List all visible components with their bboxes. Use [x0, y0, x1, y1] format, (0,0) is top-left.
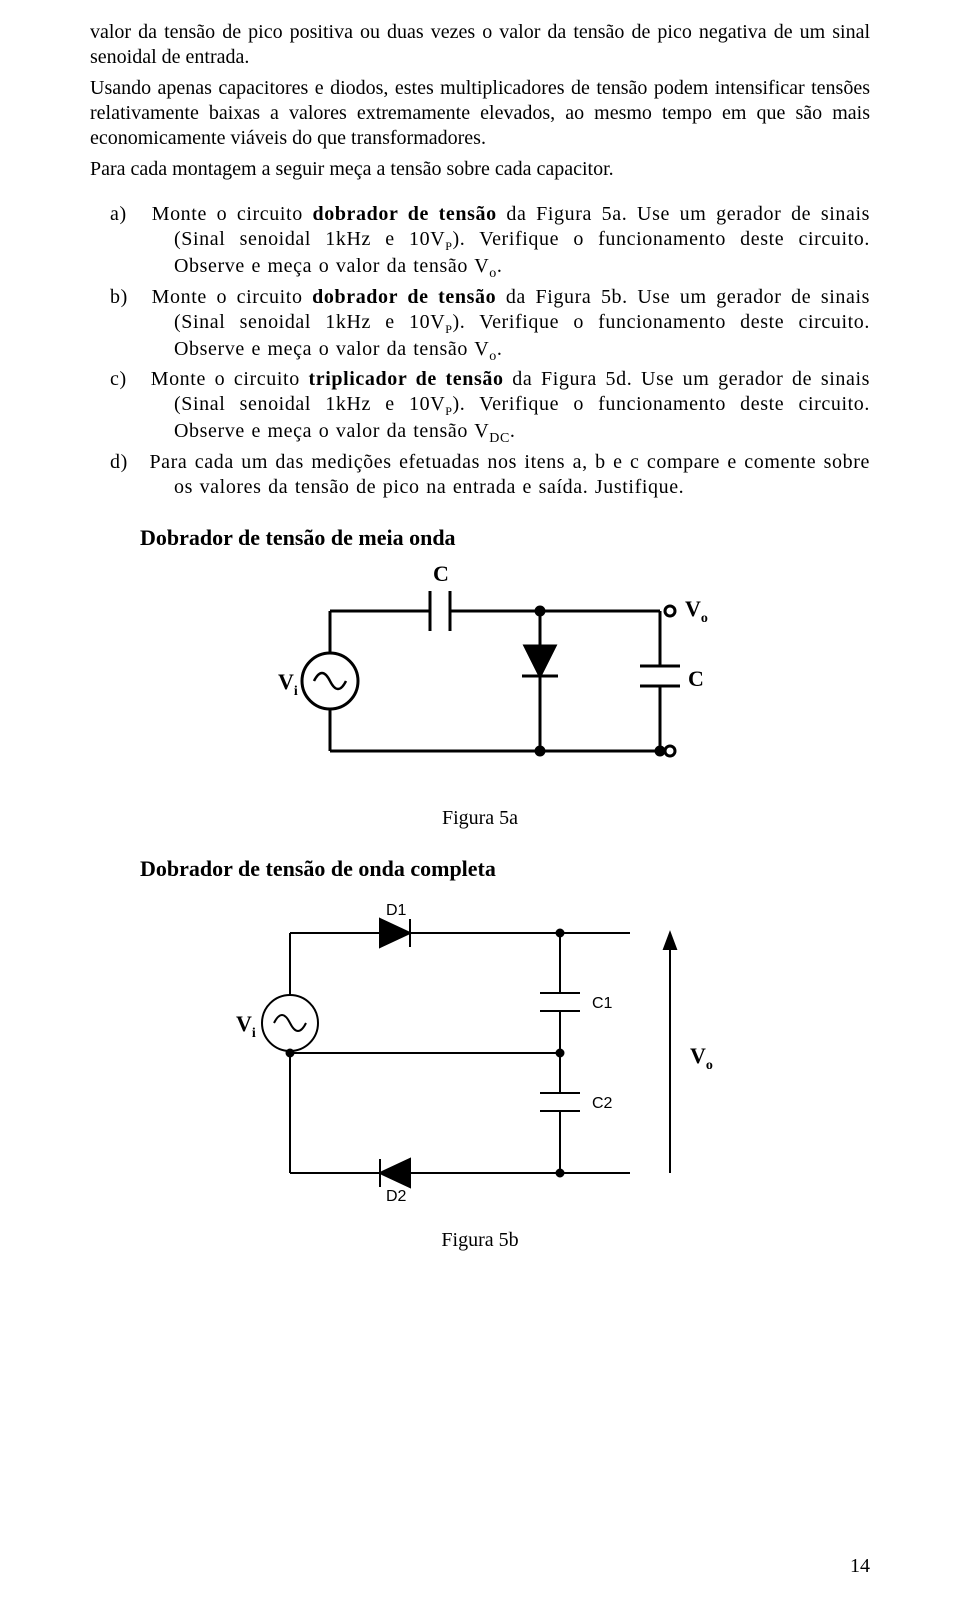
- sub-o-b: o: [489, 349, 497, 364]
- item-d-t1: Para cada um das medições efetuadas nos …: [149, 451, 870, 498]
- fig5b-c2: C2: [592, 1095, 613, 1112]
- fig5b-d2: D2: [386, 1188, 407, 1205]
- figure-5a-caption: Figura 5a: [90, 806, 870, 831]
- list-item-a: a) Monte o circuito dobrador de tensão d…: [90, 202, 870, 283]
- fig5a-vo-label: Vo: [685, 596, 708, 626]
- intro-paragraph-3: Para cada montagem a seguir meça a tensã…: [90, 157, 870, 182]
- intro-p2-text: Usando apenas capacitores e diodos, este…: [90, 77, 870, 149]
- fig5a-c-top: C: [433, 561, 449, 586]
- sub-dc-c: DC: [489, 431, 510, 446]
- section-title-2: Dobrador de tensão de onda completa: [140, 855, 870, 883]
- item-b-bold: dobrador de tensão: [312, 286, 496, 308]
- page-number: 14: [850, 1554, 870, 1579]
- item-b-t1: Monte o circuito: [152, 286, 313, 308]
- intro-p3-text: Para cada montagem a seguir meça a tensã…: [90, 158, 614, 180]
- list-item-c: c) Monte o circuito triplicador de tensã…: [90, 367, 870, 448]
- sub-o-a: o: [489, 266, 497, 281]
- intro-paragraph-2: Usando apenas capacitores e diodos, este…: [90, 76, 870, 151]
- list-item-d: d) Para cada um das medições efetuadas n…: [90, 450, 870, 500]
- list-item-b: b) Monte o circuito dobrador de tensão d…: [90, 285, 870, 366]
- sub-p-b1: P: [445, 322, 452, 336]
- sub-p-c1: P: [445, 404, 452, 418]
- fig5a-c-right: C: [688, 666, 704, 691]
- figure-5b-svg: Vi D1 D2 C1 C2 Vo: [210, 893, 750, 1213]
- item-a-bold: dobrador de tensão: [313, 203, 497, 225]
- fig5a-vi-label: Vi: [278, 669, 298, 699]
- figure-5a-wrap: Vi C C Vo: [90, 561, 870, 798]
- figure-5b-wrap: Vi D1 D2 C1 C2 Vo: [90, 893, 870, 1220]
- fig5b-vi-label: Vi: [236, 1011, 256, 1041]
- item-c-bold: triplicador de tensão: [309, 368, 504, 390]
- item-a-t1: Monte o circuito: [152, 203, 313, 225]
- figure-5b-caption: Figura 5b: [90, 1228, 870, 1253]
- item-c-t5: .: [510, 420, 516, 442]
- page: valor da tensão de pico positiva ou duas…: [0, 0, 960, 1597]
- item-c-t1: Monte o circuito: [151, 368, 309, 390]
- fig5b-vo-label: Vo: [690, 1043, 713, 1073]
- sub-p-a1: P: [445, 239, 452, 253]
- figure-5a-svg: Vi C C Vo: [240, 561, 720, 791]
- item-a-t5: .: [497, 255, 503, 277]
- task-list: a) Monte o circuito dobrador de tensão d…: [90, 202, 870, 500]
- fig5b-c1: C1: [592, 995, 613, 1012]
- fig5b-d1: D1: [386, 902, 407, 919]
- intro-paragraph-1: valor da tensão de pico positiva ou duas…: [90, 20, 870, 70]
- section-title-1: Dobrador de tensão de meia onda: [140, 524, 870, 552]
- item-b-t5: .: [497, 338, 503, 360]
